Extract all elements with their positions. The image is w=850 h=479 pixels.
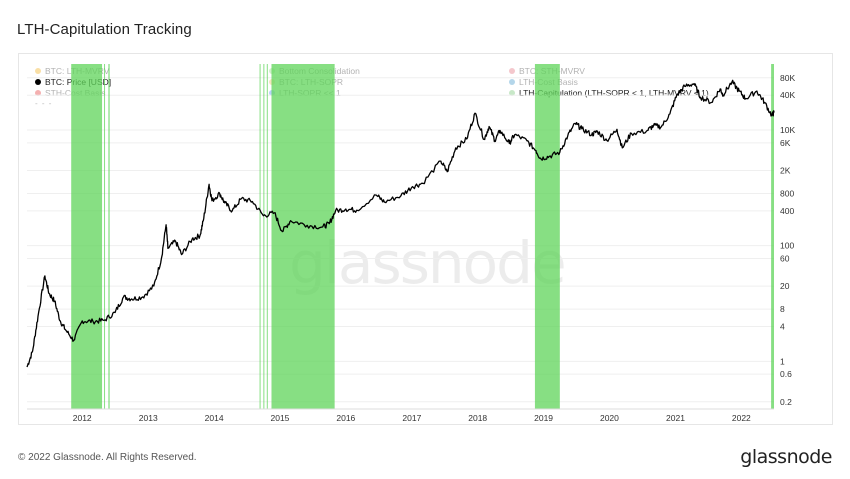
glassnode-logo[interactable]: glassnode	[740, 446, 832, 468]
chart-panel: BTC: LTH-MVRVBTC: Price [USD]STH-Cost Ba…	[18, 53, 833, 425]
y-tick-label: 400	[780, 206, 794, 216]
capitulation-band	[263, 64, 265, 409]
y-tick-label: 0.6	[780, 369, 792, 379]
capitulation-band	[534, 64, 560, 409]
y-tick-label: 80K	[780, 73, 795, 83]
x-tick-label: 2018	[468, 413, 487, 423]
legend-dot-icon	[509, 79, 515, 85]
y-tick-label: 100	[780, 241, 794, 251]
btc-price-line	[26, 79, 775, 368]
legend-dot-icon	[35, 90, 41, 96]
capitulation-band	[259, 64, 261, 409]
x-tick-label: 2020	[600, 413, 619, 423]
capitulation-band	[108, 64, 110, 409]
y-tick-label: 6K	[780, 138, 791, 148]
y-tick-label: 0.2	[780, 397, 792, 407]
x-tick-label: 2017	[402, 413, 421, 423]
x-tick-label: 2021	[666, 413, 685, 423]
price-chart: 0.2 0.6 1 4 8 20 60 100 400 800 2K 6K 10K 40K 80K 2012 2…	[26, 64, 795, 423]
y-tick-label: 1	[780, 356, 785, 366]
capitulation-band	[266, 64, 268, 409]
x-tick-label: 2013	[139, 413, 158, 423]
y-tick-label: 8	[780, 304, 785, 314]
y-tick-label: 20	[780, 281, 790, 291]
x-tick-label: 2016	[336, 413, 355, 423]
page-title: LTH-Capitulation Tracking	[17, 21, 192, 38]
y-tick-label: 60	[780, 254, 790, 264]
y-tick-label: 4	[780, 322, 785, 332]
legend-dot-icon	[35, 68, 41, 74]
capitulation-band	[104, 64, 106, 409]
x-tick-label: 2012	[73, 413, 92, 423]
capitulation-band	[771, 64, 774, 409]
y-tick-label: 2K	[780, 165, 791, 175]
capitulation-band	[271, 64, 335, 409]
legend-label: LTH-Capitulation (LTH-SOPR < 1, LTH-MVRV…	[519, 88, 709, 98]
x-tick-label: 2015	[271, 413, 290, 423]
legend-dot-icon	[35, 79, 41, 85]
legend-more-indicator[interactable]: - - -	[35, 99, 53, 108]
x-tick-label: 2019	[534, 413, 553, 423]
y-tick-label: 800	[780, 188, 794, 198]
x-tick-label: 2022	[732, 413, 751, 423]
legend-dot-icon	[509, 90, 515, 96]
capitulation-band	[71, 64, 103, 409]
copyright-text: © 2022 Glassnode. All Rights Reserved.	[18, 452, 197, 463]
x-tick-label: 2014	[205, 413, 224, 423]
legend-item[interactable]: LTH-Capitulation (LTH-SOPR < 1, LTH-MVRV…	[509, 88, 709, 98]
legend-dot-icon	[509, 68, 515, 74]
y-tick-label: 40K	[780, 90, 795, 100]
y-tick-label: 10K	[780, 125, 795, 135]
